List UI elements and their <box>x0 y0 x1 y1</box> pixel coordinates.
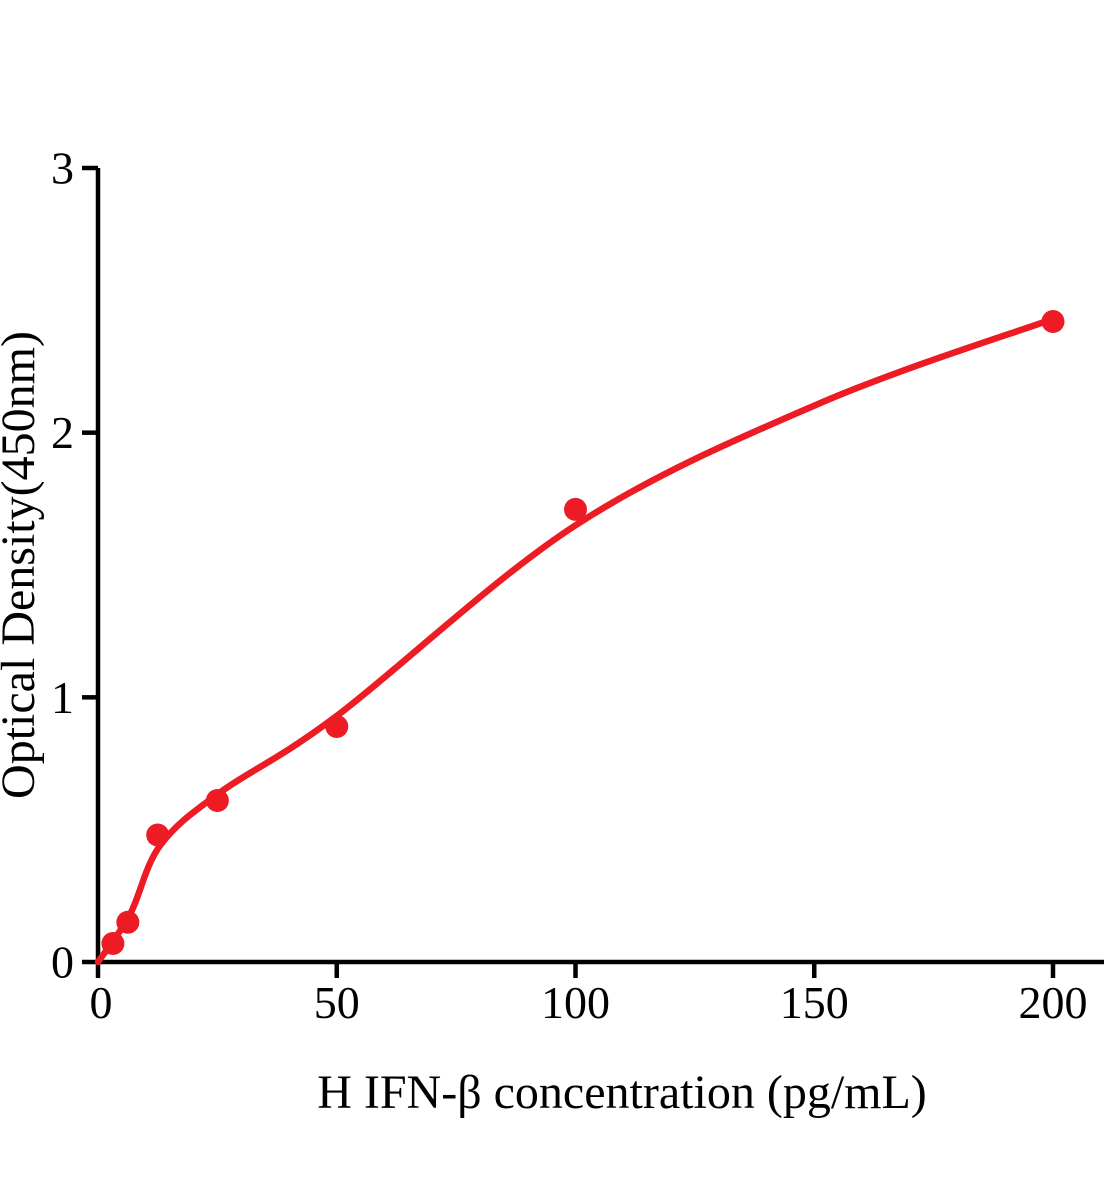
y-tick-label: 1 <box>51 672 74 723</box>
x-tick-label: 0 <box>90 977 113 1028</box>
y-tick-label: 0 <box>51 937 74 988</box>
y-tick-label: 2 <box>51 407 74 458</box>
data-point <box>146 823 170 847</box>
x-tick-label: 200 <box>1019 977 1088 1028</box>
data-point <box>101 931 125 955</box>
y-axis-title: Optical Density(450nm) <box>0 331 45 799</box>
data-point <box>325 714 349 738</box>
data-point <box>116 910 140 934</box>
axis-ticks <box>82 165 1056 978</box>
axis-lines <box>95 168 1104 965</box>
x-axis-title: H IFN-β concentration (pg/mL) <box>317 1066 927 1119</box>
x-tick-label: 50 <box>314 977 360 1028</box>
x-tick-label: 100 <box>541 977 610 1028</box>
x-tick-label: 150 <box>780 977 849 1028</box>
data-series <box>94 310 1065 966</box>
axes <box>95 168 1104 965</box>
data-point <box>564 497 587 521</box>
fit-curve-line <box>94 315 1057 966</box>
tick-labels: 0 1 2 3 0 50 100 150 200 <box>51 143 1088 1029</box>
data-point <box>205 789 229 813</box>
y-tick-label: 3 <box>51 143 74 194</box>
data-point <box>1041 310 1065 334</box>
